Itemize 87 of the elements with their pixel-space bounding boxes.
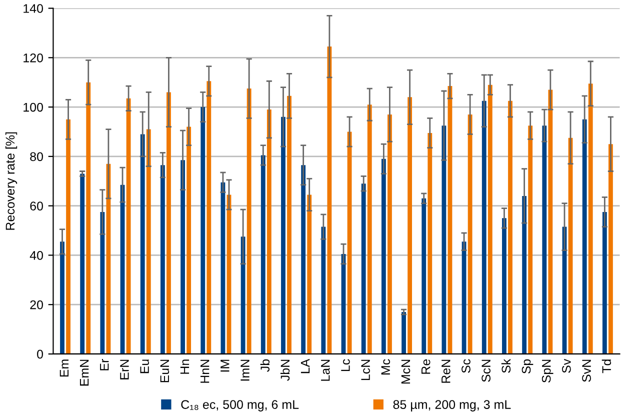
x-tick-label: EuN <box>160 360 170 382</box>
x-tick-label: ImN <box>240 360 250 381</box>
bar <box>508 100 512 354</box>
legend-label: 85 µm, 200 mg, 3 mL <box>393 400 511 412</box>
bar <box>361 184 366 354</box>
bar <box>260 155 266 354</box>
x-tick-label: LA <box>300 358 310 374</box>
x-tick-label: Er <box>100 359 109 370</box>
bar <box>206 81 212 354</box>
x-tick-label: ScN <box>482 360 491 382</box>
bar <box>608 144 613 354</box>
bar <box>321 226 326 354</box>
bar <box>367 104 372 354</box>
x-tick-label: Jb <box>260 359 270 372</box>
y-tick-label: 40 <box>30 251 43 260</box>
x-tick-label: SvN <box>582 360 591 382</box>
x-tick-label: LcN <box>361 360 370 380</box>
bar <box>126 98 131 354</box>
x-tick-label: Lc <box>341 359 350 372</box>
bar <box>522 196 527 354</box>
bar <box>548 90 553 354</box>
x-tick-label: Sp <box>522 359 534 374</box>
bar <box>502 218 506 354</box>
x-tick-label: EmN <box>80 360 89 386</box>
bar <box>140 134 145 354</box>
bar <box>246 88 252 354</box>
bar <box>381 158 386 354</box>
y-axis-title: Recovery rate [%] <box>5 132 18 230</box>
legend-label: C₁₈ ec, 500 mg, 6 mL <box>181 400 299 412</box>
bar <box>266 110 272 354</box>
x-tick-label: Td <box>602 360 612 374</box>
bar <box>60 242 64 354</box>
x-tick-label: IM <box>220 360 230 372</box>
x-tick-label: ErN <box>120 360 129 380</box>
x-tick-label: JbN <box>280 360 290 381</box>
bar <box>582 119 587 354</box>
bar <box>482 100 486 354</box>
bar <box>388 114 392 354</box>
x-tick-label: Eu <box>140 360 149 374</box>
y-tick-label: 120 <box>24 53 43 62</box>
bar <box>80 174 85 354</box>
bar <box>602 212 607 354</box>
bar <box>528 126 533 354</box>
x-tick-label: Em <box>60 360 68 377</box>
y-tick-label: 0 <box>37 350 43 359</box>
x-tick-label: Re <box>422 359 430 374</box>
bar <box>240 236 246 354</box>
bar <box>307 194 312 354</box>
bar <box>146 129 151 354</box>
bar <box>287 96 292 354</box>
bar <box>428 132 432 354</box>
y-tick-label: 80 <box>30 152 43 162</box>
bar <box>100 212 105 354</box>
x-tick-label: LaN <box>321 360 330 381</box>
bar <box>408 97 412 354</box>
bar <box>488 84 492 354</box>
bar <box>327 46 332 354</box>
y-tick-label: 60 <box>30 202 43 210</box>
bar <box>588 84 593 354</box>
x-tick-label: HnN <box>200 360 210 383</box>
y-tick-label: 20 <box>30 300 43 310</box>
bar <box>86 82 91 354</box>
x-tick-label: SpN <box>542 360 554 383</box>
bar <box>402 312 406 354</box>
x-tick-label: McN <box>401 360 410 384</box>
x-tick-label: ReN <box>442 360 450 383</box>
bar <box>281 116 286 354</box>
x-tick-label: Mc <box>381 359 390 374</box>
bar <box>106 164 111 354</box>
bar <box>442 126 446 354</box>
bar <box>166 92 171 354</box>
bar <box>186 126 192 354</box>
bar <box>301 165 306 354</box>
bar <box>200 107 206 354</box>
x-tick-label: Sc <box>462 359 470 373</box>
x-tick-label: Sv <box>562 358 571 373</box>
bar <box>462 242 466 354</box>
x-tick-label: Hn <box>180 360 190 374</box>
bar <box>160 165 165 354</box>
bar <box>180 160 185 354</box>
bar <box>468 114 472 354</box>
bar <box>422 198 426 354</box>
bar <box>66 119 70 354</box>
bar <box>542 126 547 354</box>
y-tick-label: 140 <box>24 4 43 13</box>
x-tick-label: Sk <box>501 358 511 373</box>
y-tick-label: 100 <box>24 102 43 112</box>
